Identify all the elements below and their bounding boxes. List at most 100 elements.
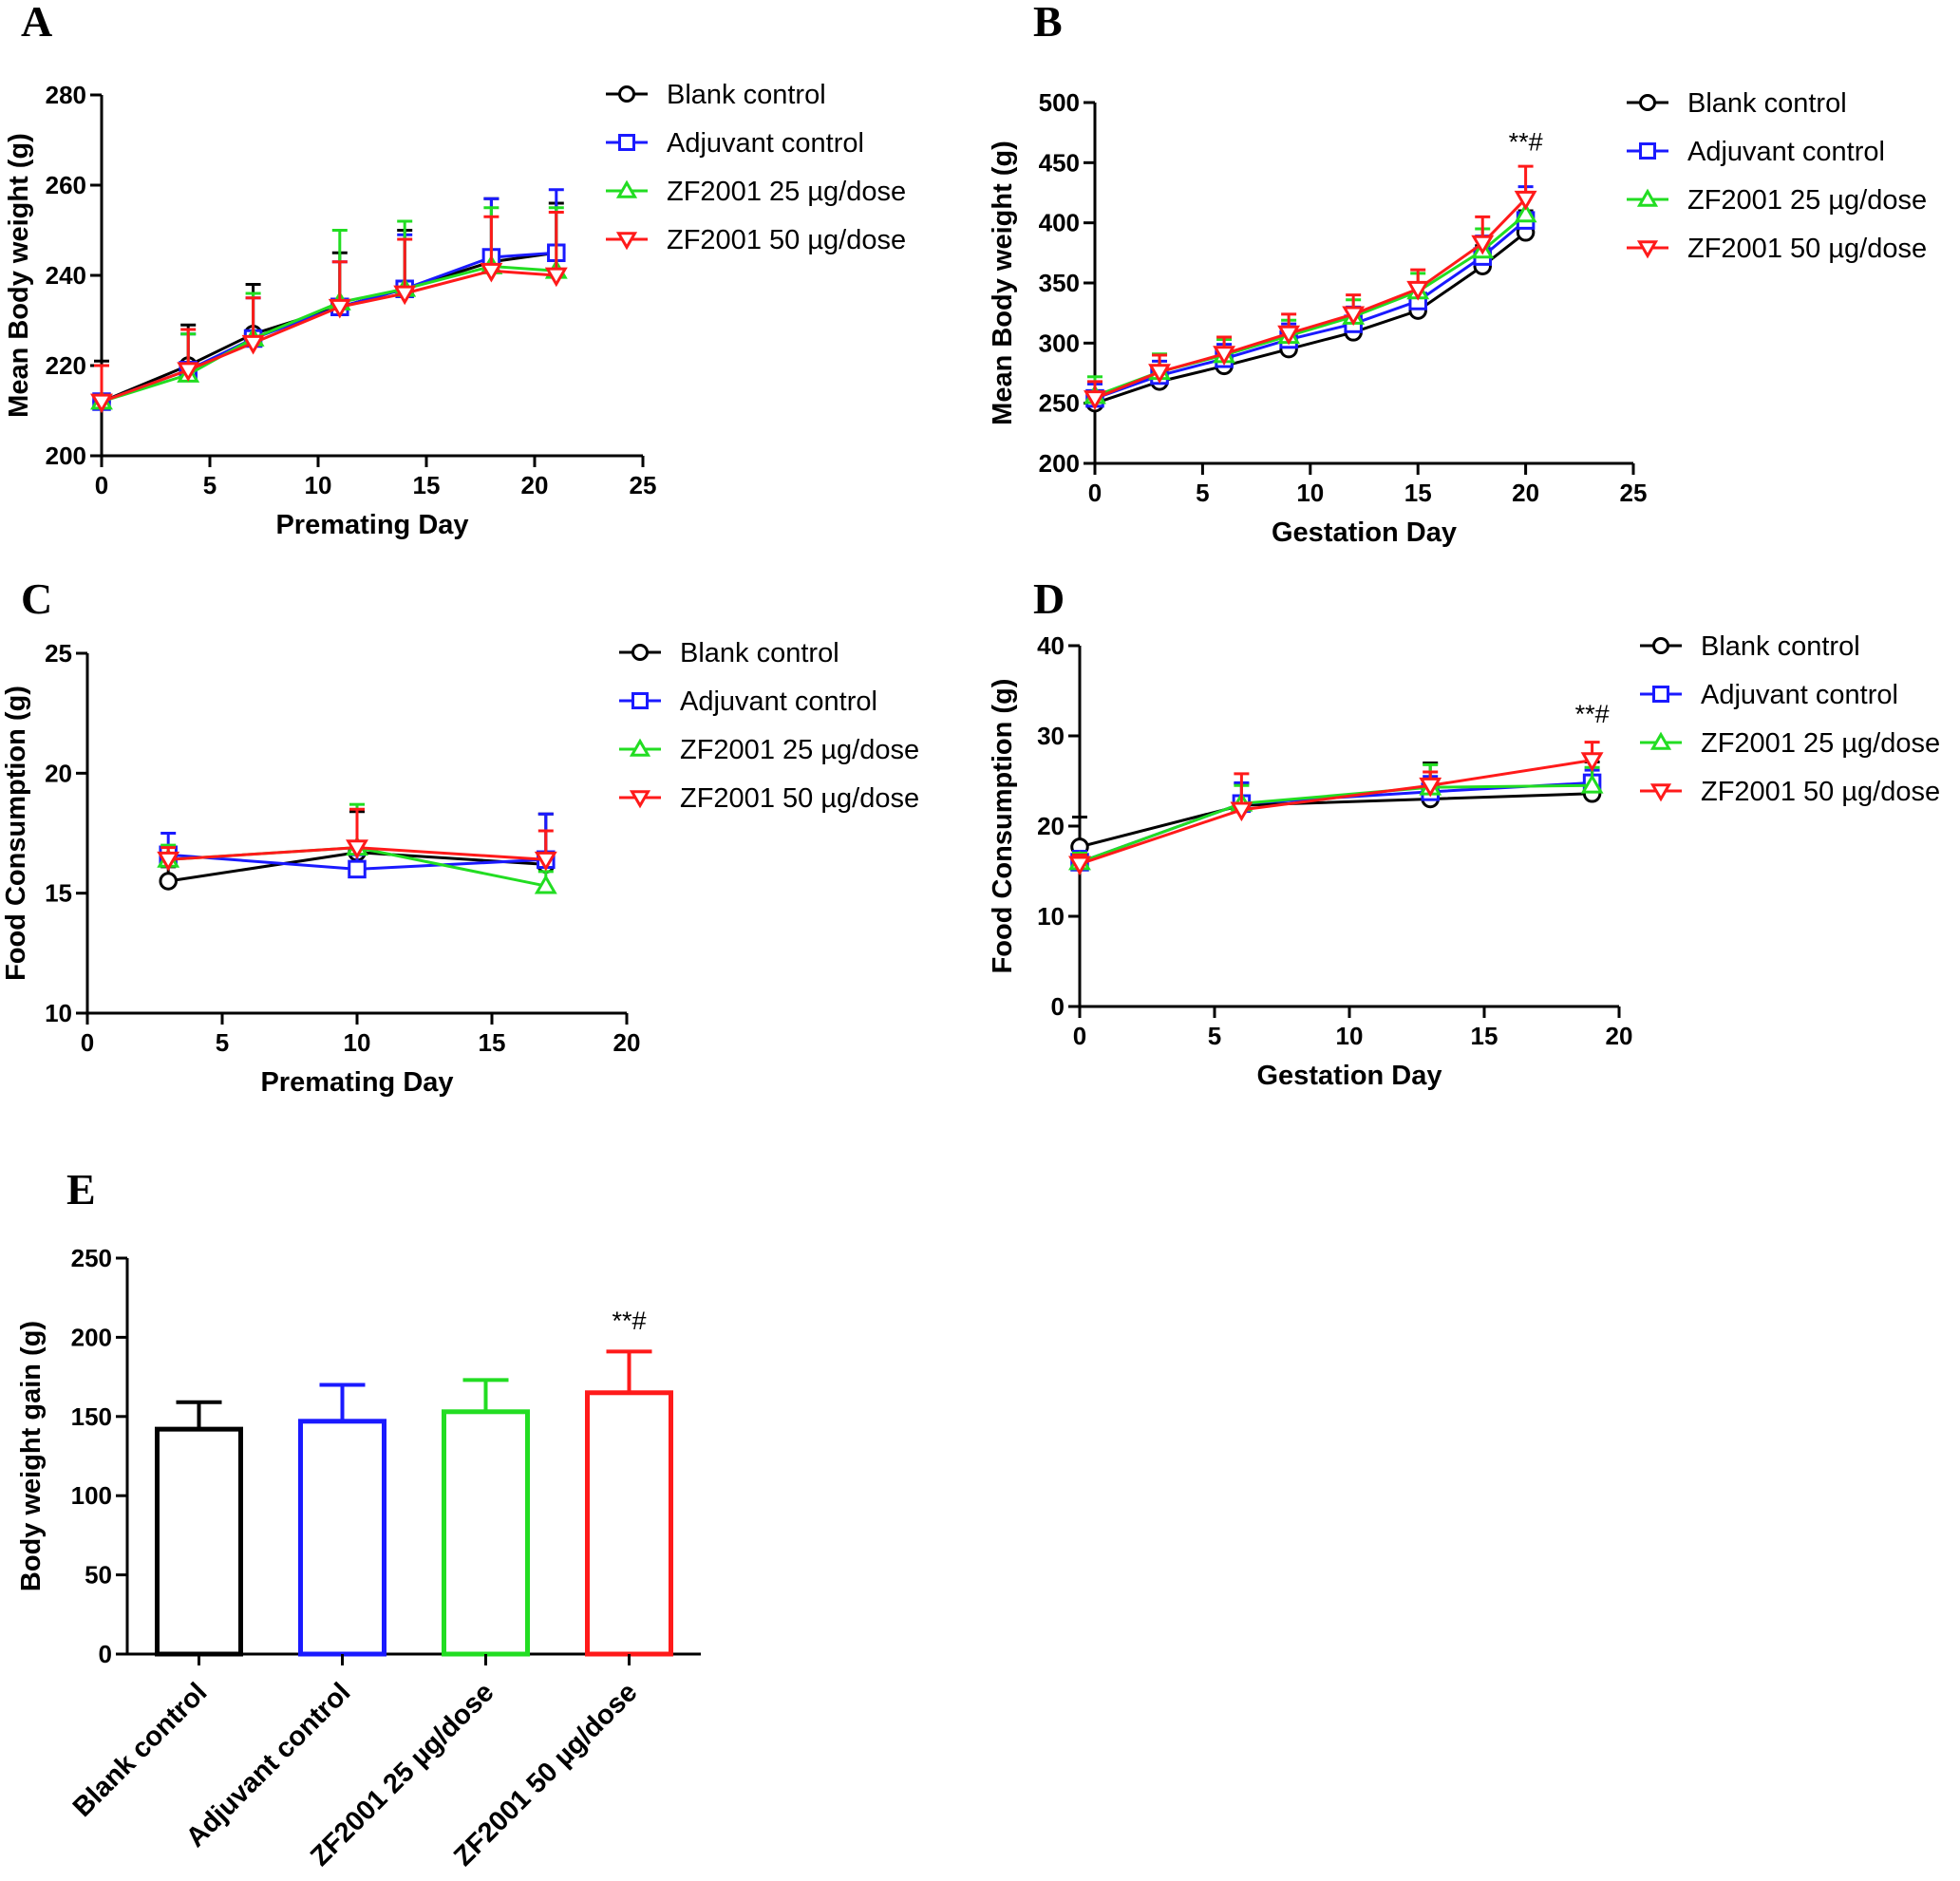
y-tick-label: 30 — [1037, 722, 1065, 750]
data-point — [1342, 306, 1366, 327]
x-tick-label: 10 — [344, 1028, 371, 1057]
legend-item-zf2001-25-g-dose: ZF2001 25 µg/dose — [619, 735, 919, 765]
bar — [155, 1426, 243, 1657]
y-tick-label: 250 — [1039, 389, 1080, 418]
x-tick-label: 10 — [305, 471, 332, 499]
y-tick-label: 400 — [1039, 209, 1080, 237]
y-tick-label: 350 — [1039, 269, 1080, 297]
data-point — [1148, 364, 1171, 384]
panel-letter: A — [21, 0, 52, 46]
series-zf2001-50-g-dose — [1084, 164, 1537, 410]
panel-e: E 0 50 100 150 200 250 Body weight gain (g) Blan… — [16, 1165, 701, 1872]
data-point — [1068, 856, 1091, 876]
y-tick-label: 150 — [71, 1402, 112, 1431]
x-tick-label: 15 — [479, 1028, 506, 1057]
data-point — [1514, 202, 1537, 223]
legend-marker — [631, 644, 649, 661]
y-tick-label: 300 — [1039, 329, 1080, 357]
legend-label: Adjuvant control — [1701, 680, 1898, 710]
legend-marker — [631, 692, 649, 709]
legend-marker — [1652, 686, 1669, 703]
legend-label: ZF2001 25 µg/dose — [667, 177, 906, 207]
bar — [585, 1390, 673, 1657]
panel-letter: E — [66, 1165, 96, 1213]
x-category-label: Blank control — [67, 1677, 214, 1823]
significance-label: **# — [612, 1307, 646, 1335]
legend: Blank control Adjuvant control ZF2001 25 µ… — [619, 638, 919, 814]
y-tick-label: 220 — [46, 351, 86, 380]
x-tick-label: 20 — [1512, 479, 1539, 507]
panel-a: A 200 220 240 260 280 0 5 10 15 20 25 Premating Day M… — [4, 0, 906, 540]
y-tick-label: 280 — [46, 81, 86, 109]
data-point — [544, 267, 568, 288]
legend-marker — [1639, 142, 1656, 160]
legend-item-zf2001-50-g-dose: ZF2001 50 µg/dose — [619, 783, 919, 814]
x-axis-title: Premating Day — [260, 1067, 453, 1098]
data-point — [90, 393, 113, 414]
x-axis-title: Gestation Day — [1272, 517, 1457, 548]
legend-label: Blank control — [667, 80, 826, 110]
x-tick-label: 10 — [1336, 1022, 1364, 1050]
legend-label: Blank control — [680, 638, 839, 668]
y-tick-label: 200 — [71, 1323, 112, 1351]
series-line — [1079, 759, 1592, 866]
data-point — [159, 872, 178, 891]
data-point — [534, 851, 557, 872]
series-line — [1079, 792, 1592, 849]
legend-marker — [615, 232, 638, 251]
legend-label: Adjuvant control — [1687, 137, 1885, 167]
legend-item-blank-control: Blank control — [619, 638, 839, 668]
y-tick-label: 0 — [1051, 992, 1065, 1021]
x-tick-label: 5 — [1208, 1022, 1221, 1050]
data-point — [157, 851, 180, 872]
legend: Blank control Adjuvant control ZF2001 25 µ… — [1627, 88, 1927, 264]
y-tick-label: 25 — [45, 639, 72, 668]
series-zf2001-50-g-dose — [90, 211, 568, 414]
data-point — [1230, 801, 1253, 822]
y-tick-label: 15 — [45, 879, 72, 908]
data-point — [1277, 325, 1301, 346]
legend-marker — [1649, 731, 1672, 750]
data-point — [534, 874, 557, 894]
legend-marker — [618, 85, 635, 103]
legend-marker — [629, 790, 651, 809]
legend-label: ZF2001 25 µg/dose — [680, 735, 919, 765]
series-zf2001-50-g-dose — [157, 807, 557, 872]
x-tick-label: 0 — [1088, 479, 1102, 507]
y-axis-title: Food Consumption (g) — [988, 679, 1018, 974]
y-axis-title: Mean Body weight (g) — [988, 141, 1018, 425]
legend-marker — [615, 179, 638, 198]
x-tick-label: 20 — [613, 1028, 641, 1057]
legend-label: Blank control — [1701, 631, 1860, 662]
legend-marker — [618, 134, 635, 151]
series-zf2001-25-g-dose — [1068, 762, 1604, 871]
y-tick-label: 50 — [85, 1561, 112, 1589]
y-tick-label: 250 — [71, 1244, 112, 1272]
data-point — [1580, 752, 1604, 772]
data-point — [393, 285, 417, 306]
x-tick-label: 0 — [81, 1028, 94, 1057]
legend-label: ZF2001 50 µg/dose — [1687, 234, 1927, 264]
legend-marker — [1639, 94, 1656, 111]
x-tick-label: 15 — [1471, 1022, 1498, 1050]
data-point — [1580, 774, 1604, 794]
panel-letter: B — [1033, 0, 1063, 46]
legend-item-zf2001-25-g-dose: ZF2001 25 µg/dose — [1627, 185, 1927, 216]
legend-item-zf2001-50-g-dose: ZF2001 50 µg/dose — [606, 225, 906, 255]
legend-item-blank-control: Blank control — [1627, 88, 1847, 119]
legend: Blank control Adjuvant control ZF2001 25 µ… — [1640, 631, 1940, 807]
legend-item-adjuvant-control: Adjuvant control — [1627, 137, 1885, 167]
y-tick-label: 200 — [46, 442, 86, 470]
x-tick-label: 25 — [630, 471, 657, 499]
data-point — [1419, 777, 1442, 798]
x-tick-label: 20 — [521, 471, 549, 499]
bar — [442, 1409, 530, 1657]
series-line — [1094, 198, 1527, 400]
x-tick-label: 20 — [1606, 1022, 1633, 1050]
bar-group-blank-control: Blank control — [67, 1400, 243, 1823]
y-tick-label: 40 — [1037, 631, 1065, 660]
legend-item-blank-control: Blank control — [606, 80, 826, 110]
legend-label: Adjuvant control — [667, 128, 864, 159]
series-zf2001-50-g-dose — [1068, 741, 1604, 876]
y-tick-label: 260 — [46, 171, 86, 199]
